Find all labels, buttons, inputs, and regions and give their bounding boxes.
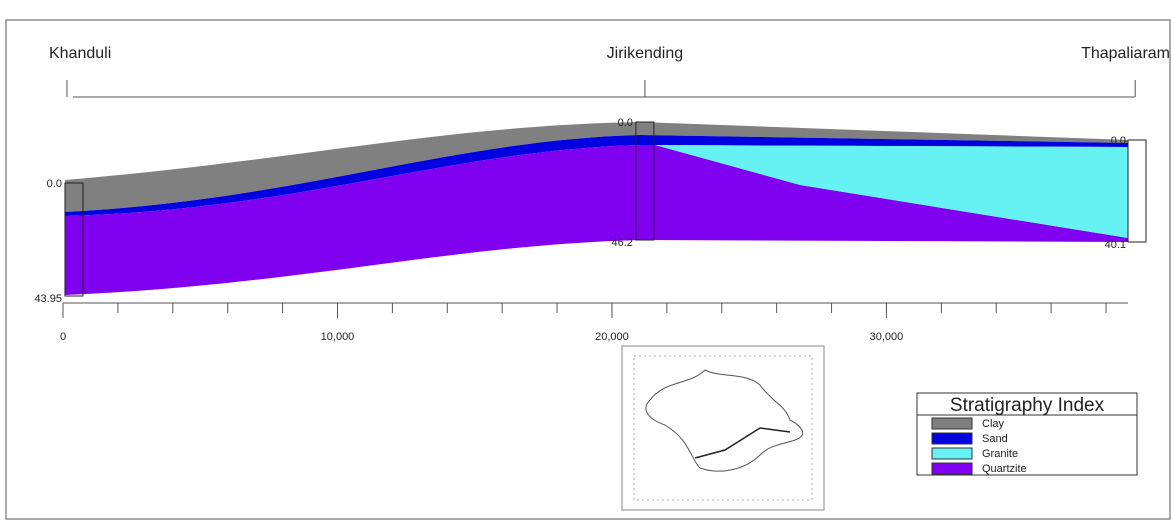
figure: Stratigraphy Index 0 10,000 20,000 30,000 Kh…	[0, 0, 1171, 520]
legend-swatch	[932, 433, 972, 444]
bottom-depth-label: 40.1	[1105, 239, 1126, 251]
legend-label: Clay	[982, 418, 1005, 430]
legend-swatch	[932, 463, 972, 474]
page: Stratigraphy Index 0 10,000 20,000 30,000 Kh…	[0, 0, 1171, 520]
top-depth-label: 0.0	[47, 178, 62, 190]
legend-title: Stratigraphy Index	[950, 395, 1105, 416]
top-depth-label: 0.0	[618, 117, 633, 129]
location-name: Jirikending	[607, 45, 683, 62]
legend-swatch	[932, 418, 972, 429]
x-tick-label: 30,000	[870, 331, 904, 343]
x-tick-label: 0	[60, 331, 66, 343]
location-name: Thapaliaram	[1081, 45, 1170, 62]
location-name: Khanduli	[49, 45, 111, 62]
legend-swatch	[932, 448, 972, 459]
x-tick-label: 20,000	[595, 331, 629, 343]
x-tick-label: 10,000	[321, 331, 355, 343]
inset-map	[622, 346, 824, 510]
top-depth-label: 0.0	[1111, 135, 1126, 147]
legend-label: Quartzite	[982, 463, 1027, 475]
legend-label: Granite	[982, 448, 1018, 460]
bottom-depth-label: 46.2	[611, 237, 632, 249]
legend-label: Sand	[982, 433, 1008, 445]
bottom-depth-label: 43.95	[34, 293, 62, 305]
